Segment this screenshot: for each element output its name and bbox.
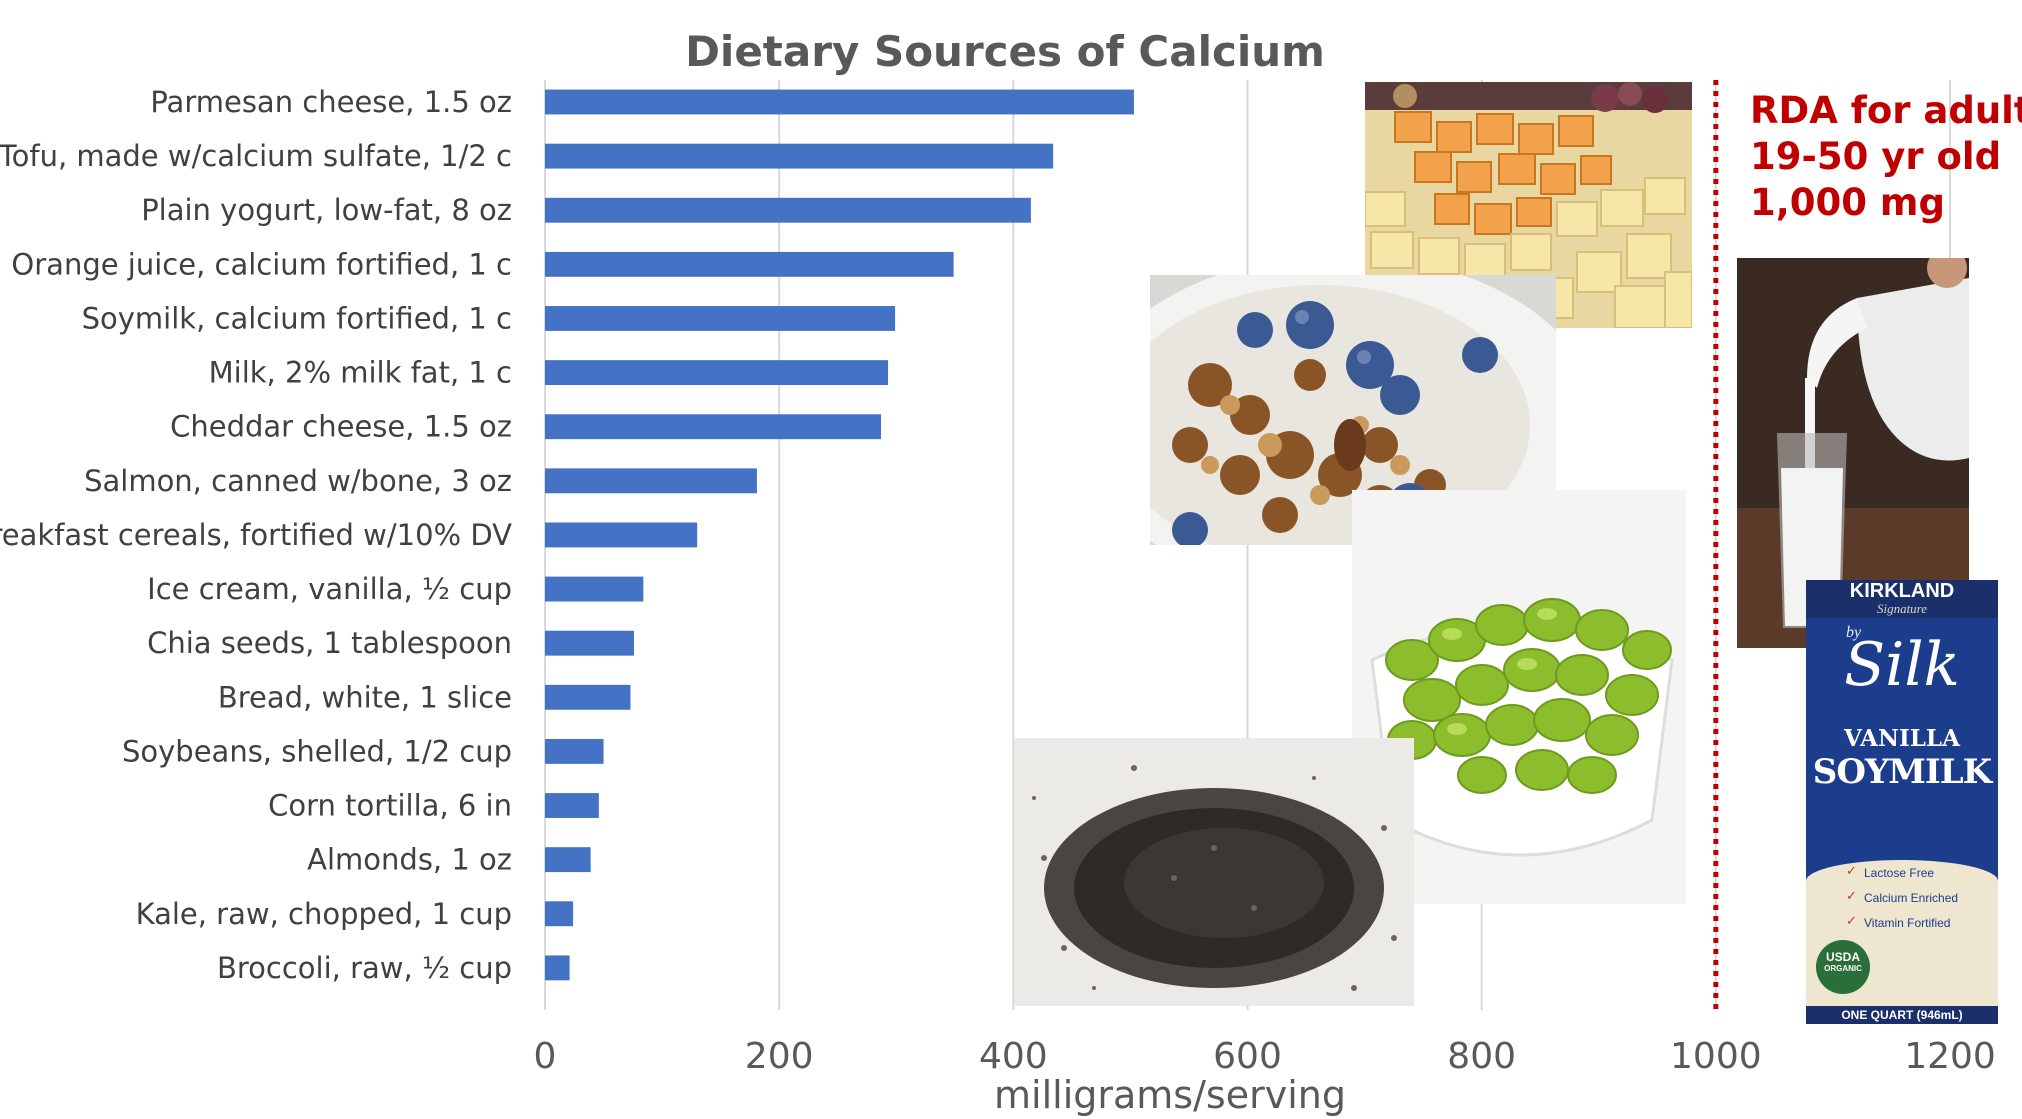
check-icon: ✓ xyxy=(1846,914,1857,929)
carton-size: ONE QUART (946mL) xyxy=(1806,1006,1998,1024)
x-tick-label: 200 xyxy=(745,1036,814,1077)
bars xyxy=(545,89,1134,981)
bar xyxy=(545,197,1031,223)
rda-label-line-2: 19-50 yr old xyxy=(1750,135,2001,178)
carton-product: SOYMILK xyxy=(1812,752,1992,792)
category-label: Almonds, 1 oz xyxy=(307,843,512,877)
category-label: Kale, raw, chopped, 1 cup xyxy=(136,897,512,931)
category-label: Soybeans, shelled, 1/2 cup xyxy=(122,734,512,768)
chia-seeds-photo xyxy=(1014,738,1414,1006)
edamame-photo xyxy=(1352,490,1686,904)
usda-organic-seal: USDA ORGANIC xyxy=(1816,940,1870,994)
bar xyxy=(545,901,574,927)
bar xyxy=(545,89,1134,115)
bar xyxy=(545,576,644,602)
carton-brand-band: KIRKLAND Signature xyxy=(1806,580,1998,618)
bar xyxy=(545,684,631,710)
check-icon: ✓ xyxy=(1846,889,1857,904)
edamame-image xyxy=(1352,490,1686,904)
carton-feature-2: Calcium Enriched xyxy=(1864,891,1959,905)
usda-seal-top: USDA xyxy=(1825,950,1860,964)
category-label: Salmon, canned w/bone, 3 oz xyxy=(84,464,512,498)
chia-seeds-image xyxy=(1014,738,1414,1006)
x-tick-label: 0 xyxy=(534,1036,557,1077)
carton-feature-1: Lactose Free xyxy=(1864,866,1935,880)
x-tick-label: 400 xyxy=(979,1036,1048,1077)
bar xyxy=(545,793,599,818)
category-label: Chia seeds, 1 tablespoon xyxy=(147,626,512,660)
x-tick-labels: 0 200 400 600 800 1000 1200 xyxy=(534,1036,1996,1077)
bar xyxy=(545,306,896,331)
rda-label-line-3: 1,000 mg xyxy=(1750,181,1945,224)
bar xyxy=(545,360,889,386)
carton-feature-3: Vitamin Fortified xyxy=(1864,916,1951,930)
category-label: Tofu, made w/calcium sulfate, 1/2 c xyxy=(0,139,512,173)
carton-flavor: VANILLA xyxy=(1844,725,1960,752)
bar xyxy=(545,630,634,656)
x-tick-label: 1000 xyxy=(1670,1036,1762,1077)
category-label: Milk, 2% milk fat, 1 c xyxy=(209,356,512,390)
bar xyxy=(545,468,757,494)
bar xyxy=(545,522,698,548)
x-axis-title: milligrams/serving xyxy=(994,1073,1346,1117)
category-label: Orange juice, calcium fortified, 1 c xyxy=(11,247,512,281)
soymilk-carton-photo: KIRKLAND Signature by Silk VANILLA SOYMI… xyxy=(1806,580,1998,1024)
carton-brand: KIRKLAND xyxy=(1849,580,1955,602)
bar xyxy=(545,251,954,277)
category-label: Ice cream, vanilla, ½ cup xyxy=(147,572,512,606)
category-label: Plain yogurt, low-fat, 8 oz xyxy=(141,193,512,227)
category-label: Corn tortilla, 6 in xyxy=(268,789,512,823)
category-label: Cheddar cheese, 1.5 oz xyxy=(170,410,512,444)
category-labels: Parmesan cheese, 1.5 oz Tofu, made w/calc… xyxy=(0,85,512,985)
carton-by: by xyxy=(1846,624,1862,641)
usda-seal-bottom: ORGANIC xyxy=(1824,964,1862,973)
bar xyxy=(545,955,570,981)
category-label: Parmesan cheese, 1.5 oz xyxy=(150,85,512,119)
bar xyxy=(545,847,591,873)
x-tick-label: 1200 xyxy=(1904,1036,1996,1077)
category-label: Soymilk, calcium fortified, 1 c xyxy=(82,301,512,335)
bar xyxy=(545,143,1054,169)
category-label: Broccoli, raw, ½ cup xyxy=(217,951,512,985)
bar xyxy=(545,414,882,440)
carton-silk-logo: Silk xyxy=(1844,630,1960,700)
chart-title: Dietary Sources of Calcium xyxy=(685,27,1325,76)
rda-label-line-1: RDA for adults xyxy=(1750,89,2022,132)
category-label: Bread, white, 1 slice xyxy=(218,680,512,714)
check-icon: ✓ xyxy=(1846,864,1857,879)
carton-sub-brand: Signature xyxy=(1876,601,1928,616)
bar xyxy=(545,738,604,764)
x-tick-label: 800 xyxy=(1447,1036,1516,1077)
x-tick-label: 600 xyxy=(1213,1036,1282,1077)
category-label: Breakfast cereals, fortified w/10% DV xyxy=(0,518,512,552)
